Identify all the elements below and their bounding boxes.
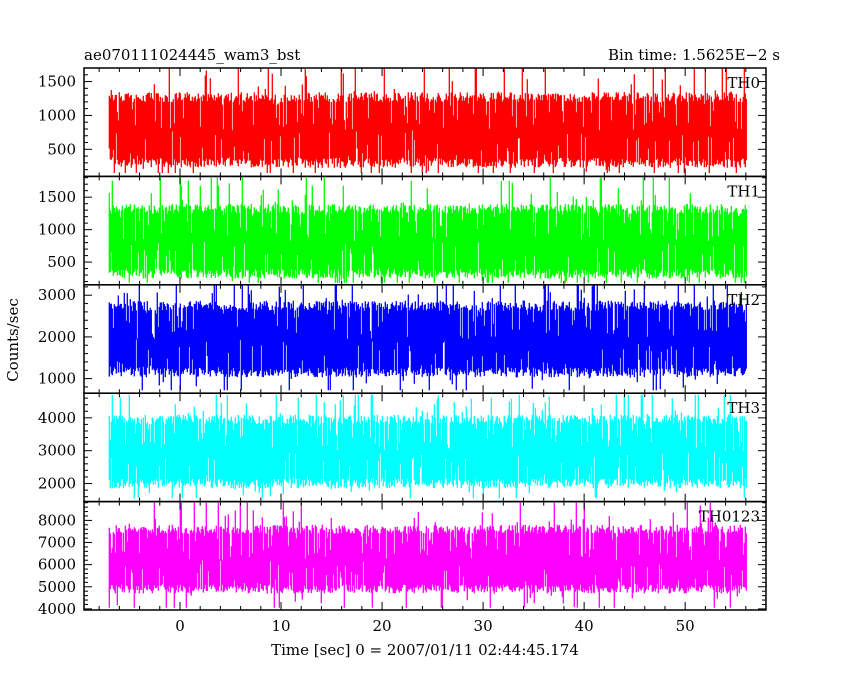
y-tick-label: 1500	[38, 73, 76, 91]
y-tick-label: 1500	[38, 188, 76, 206]
y-tick-label: 7000	[38, 534, 76, 552]
panel-label: TH0123	[699, 508, 760, 526]
y-tick-label: 8000	[38, 511, 76, 529]
x-tick-label: 0	[175, 617, 185, 635]
panel-th0123: 4000 5000 6000 7000 8000 TH0123	[38, 500, 767, 618]
series-th1	[108, 176, 747, 283]
panel-label: TH3	[727, 399, 760, 417]
y-tick-label: 4000	[38, 600, 76, 618]
series-th0123	[108, 502, 747, 608]
panel-th1: 500 1000 1500 TH1	[38, 175, 767, 286]
panel-th2: 1000 2000 3000 TH2	[38, 284, 767, 394]
panel-label: TH0	[727, 74, 760, 92]
x-tick-label: 40	[575, 617, 594, 635]
y-axis-label: Counts/sec	[4, 298, 22, 382]
y-tick-label: 1000	[38, 106, 76, 124]
panel-label: TH1	[727, 182, 760, 200]
x-tick-label: 10	[271, 617, 290, 635]
y-tick-label: 2000	[38, 328, 76, 346]
series-th2	[108, 284, 747, 391]
y-tick-label: 6000	[38, 556, 76, 574]
panel-th3: 2000 3000 4000 TH3	[38, 392, 767, 503]
x-tick-label: 20	[373, 617, 392, 635]
y-tick-label: 3000	[38, 442, 76, 460]
x-tick-label: 50	[676, 617, 695, 635]
y-tick-label: 1000	[38, 221, 76, 239]
bin-time-label: Bin time: 1.5625E−2 s	[608, 46, 780, 64]
panel-th0: 500 1000 1500 TH0	[38, 67, 767, 178]
x-tick-label: 30	[474, 617, 493, 635]
series-th3	[108, 394, 747, 499]
x-axis-label: Time [sec] 0 = 2007/01/11 02:44:45.174	[271, 641, 579, 659]
panel-label: TH2	[727, 291, 760, 309]
y-tick-label: 500	[47, 140, 76, 158]
series-th0	[108, 68, 747, 173]
y-tick-label: 500	[47, 253, 76, 271]
chart-title: ae070111024445_wam3_bst	[84, 46, 300, 64]
y-tick-label: 2000	[38, 475, 76, 493]
y-tick-label: 3000	[38, 286, 76, 304]
y-tick-label: 1000	[38, 370, 76, 388]
y-tick-label: 5000	[38, 578, 76, 596]
y-tick-label: 4000	[38, 409, 76, 427]
